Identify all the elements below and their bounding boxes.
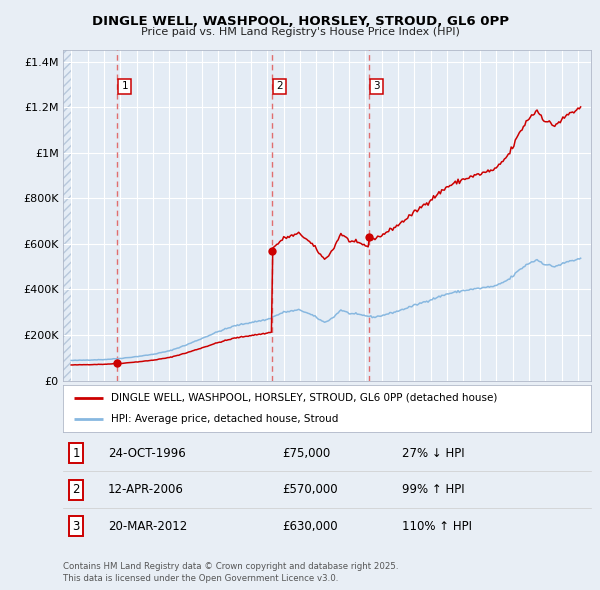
Text: 20-MAR-2012: 20-MAR-2012: [108, 520, 187, 533]
Text: £570,000: £570,000: [282, 483, 338, 496]
Text: 110% ↑ HPI: 110% ↑ HPI: [402, 520, 472, 533]
Text: DINGLE WELL, WASHPOOL, HORSLEY, STROUD, GL6 0PP (detached house): DINGLE WELL, WASHPOOL, HORSLEY, STROUD, …: [110, 393, 497, 403]
Text: 99% ↑ HPI: 99% ↑ HPI: [402, 483, 464, 496]
Text: 3: 3: [373, 81, 380, 91]
Text: Contains HM Land Registry data © Crown copyright and database right 2025.
This d: Contains HM Land Registry data © Crown c…: [63, 562, 398, 583]
Text: 12-APR-2006: 12-APR-2006: [108, 483, 184, 496]
Text: 3: 3: [73, 520, 80, 533]
Text: HPI: Average price, detached house, Stroud: HPI: Average price, detached house, Stro…: [110, 414, 338, 424]
Text: 2: 2: [276, 81, 283, 91]
Text: 2: 2: [73, 483, 80, 496]
Text: £75,000: £75,000: [282, 447, 330, 460]
Text: 27% ↓ HPI: 27% ↓ HPI: [402, 447, 464, 460]
Text: 1: 1: [73, 447, 80, 460]
Text: DINGLE WELL, WASHPOOL, HORSLEY, STROUD, GL6 0PP: DINGLE WELL, WASHPOOL, HORSLEY, STROUD, …: [91, 15, 509, 28]
Text: 24-OCT-1996: 24-OCT-1996: [108, 447, 186, 460]
Text: Price paid vs. HM Land Registry's House Price Index (HPI): Price paid vs. HM Land Registry's House …: [140, 27, 460, 37]
Polygon shape: [63, 50, 73, 381]
Text: 1: 1: [121, 81, 128, 91]
Text: £630,000: £630,000: [282, 520, 338, 533]
